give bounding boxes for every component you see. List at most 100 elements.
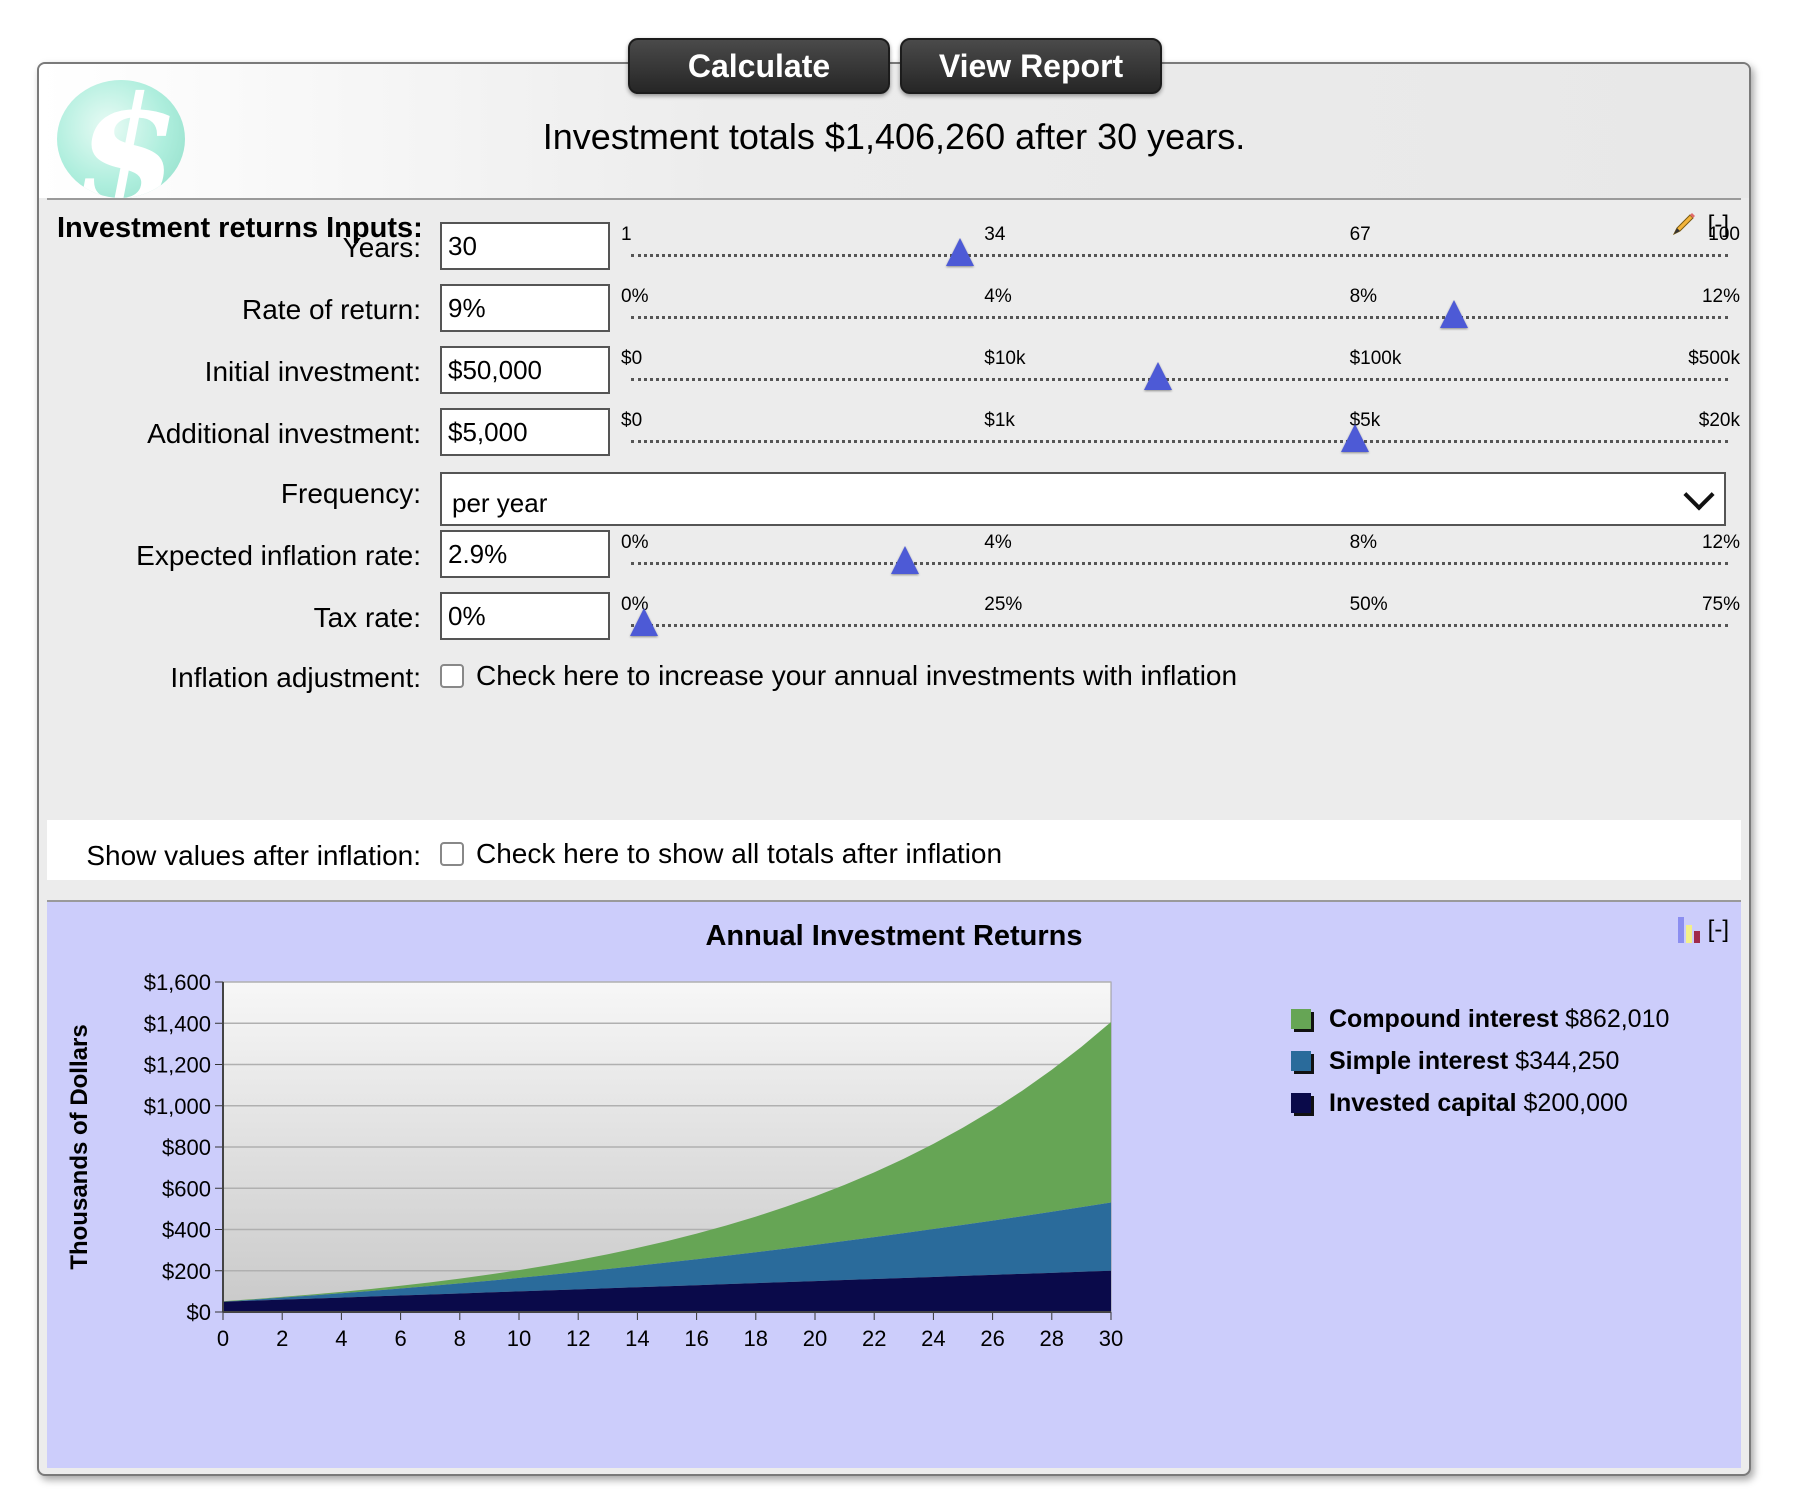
legend-swatch: [1291, 1051, 1311, 1071]
x-tick-label: 28: [1040, 1326, 1064, 1351]
series-simple-interest: [223, 1202, 1111, 1302]
slider-tick-label: 8%: [1349, 286, 1378, 307]
legend-name: Compound interest: [1329, 1004, 1559, 1033]
inflation-adjustment-text: Check here to increase your annual inves…: [476, 660, 1238, 691]
slider-tick-label: 25%: [984, 594, 1023, 615]
x-tick-label: 18: [744, 1326, 768, 1351]
header: $ Investment totals $1,406,260 after 30 …: [39, 64, 1749, 198]
slider-tick-label: 75%: [1701, 594, 1740, 615]
series-compound-interest: [223, 1021, 1111, 1302]
inputs-collapse-toggle[interactable]: [-]: [1707, 211, 1729, 238]
chart-legend: Compound interest $862,010 Simple intere…: [1291, 1004, 1669, 1130]
x-tick-label: 26: [980, 1326, 1004, 1351]
chart-collapse-toggle[interactable]: [-]: [1707, 916, 1729, 943]
y-tick-label: $600: [162, 1176, 211, 1201]
tax-rate-label: Tax rate:: [313, 602, 421, 633]
slider-tick-label: $100k: [1349, 348, 1402, 369]
x-tick-label: 12: [566, 1326, 590, 1351]
legend-name: Invested capital: [1329, 1088, 1517, 1117]
rate-input[interactable]: [440, 284, 610, 332]
slider-thumb[interactable]: [1439, 300, 1468, 328]
frequency-value: per year: [452, 488, 548, 518]
legend-value: $200,000: [1523, 1088, 1628, 1117]
rate-label: Rate of return:: [242, 294, 421, 325]
divider: [47, 900, 1741, 902]
inflation-rate-input[interactable]: [440, 530, 610, 578]
additional-investment-input[interactable]: [440, 408, 610, 456]
area-chart: $0 $200 $400 $600 $800 $1,000 $1,200 $1,400 $1,6…: [66, 970, 1123, 1351]
calculator-panel: $ Investment totals $1,406,260 after 30 …: [37, 62, 1751, 1476]
chart-panel: Annual Investment Returns [-] $0 $200 $400…: [47, 902, 1741, 1468]
view-report-button[interactable]: View Report: [900, 38, 1162, 94]
slider-thumb[interactable]: [1341, 424, 1370, 452]
slider-tick-label: 4%: [984, 286, 1012, 307]
frequency-label: Frequency:: [280, 478, 421, 509]
y-tick-label: $1,200: [144, 1053, 211, 1078]
slider-tick-label: 0%: [621, 532, 649, 553]
legend-name: Simple interest: [1329, 1046, 1509, 1075]
y-tick-label: $800: [162, 1135, 211, 1160]
show-after-inflation-label: Show values after inflation:: [86, 840, 421, 871]
show-after-inflation-row: Check here to show all totals after infl…: [440, 838, 1002, 870]
initial-investment-input[interactable]: [440, 346, 610, 394]
slider-tick-label: 0%: [621, 286, 649, 307]
x-tick-label: 22: [862, 1326, 886, 1351]
y-tick-label: $0: [187, 1300, 211, 1325]
x-tick-label: 16: [684, 1326, 708, 1351]
frequency-select[interactable]: per year: [440, 472, 1726, 526]
inflation-adjustment-checkbox[interactable]: [440, 664, 464, 688]
tax-rate-input[interactable]: [440, 592, 610, 640]
y-tick-label: $200: [162, 1259, 211, 1284]
inflation-rate-label: Expected inflation rate:: [136, 540, 421, 571]
slider-tick-label: $0: [621, 348, 643, 369]
inputs-tools: [-]: [1668, 210, 1729, 240]
x-tick-label: 20: [803, 1326, 827, 1351]
chart-tools: [-]: [1677, 916, 1729, 944]
y-axis-label: Thousands of Dollars: [66, 1024, 93, 1269]
slider-tick-label: 1: [621, 224, 632, 245]
slider-tick-label: $500k: [1688, 348, 1740, 369]
slider-thumb[interactable]: [946, 238, 975, 266]
initial-investment-slider[interactable]: $0 $10k $100k $500k: [621, 348, 1740, 398]
slider-tick-label: $1k: [984, 410, 1015, 431]
divider: [47, 198, 1741, 200]
slider-tick-label: 67: [1349, 224, 1371, 245]
years-slider[interactable]: 1 34 67 100: [621, 224, 1740, 274]
slider-tick-label: 4%: [984, 532, 1012, 553]
inflation-adjustment-label: Inflation adjustment:: [170, 662, 421, 693]
slider-tick-label: 34: [984, 224, 1006, 245]
inflation-rate-slider[interactable]: 0% 4% 8% 12%: [621, 532, 1740, 582]
y-tick-label: $1,000: [144, 1094, 211, 1119]
years-input[interactable]: [440, 222, 610, 270]
slider-thumb[interactable]: [630, 608, 659, 636]
additional-investment-slider[interactable]: $0 $1k $5k $20k: [621, 410, 1740, 460]
investment-summary: Investment totals $1,406,260 after 30 ye…: [542, 116, 1246, 157]
chart-type-icon[interactable]: [1677, 917, 1700, 943]
x-tick-label: 24: [921, 1326, 945, 1351]
slider-tick-label: 50%: [1349, 594, 1388, 615]
legend-simple-interest: Simple interest $344,250: [1291, 1046, 1669, 1076]
legend-invested-capital: Invested capital $200,000: [1291, 1088, 1669, 1118]
years-label: Years:: [342, 232, 421, 263]
additional-investment-label: Additional investment:: [147, 418, 421, 449]
show-after-inflation-checkbox[interactable]: [440, 842, 464, 866]
slider-tick-label: 100: [1708, 224, 1740, 245]
x-tick-label: 30: [1099, 1326, 1123, 1351]
calculate-button[interactable]: Calculate: [628, 38, 890, 94]
x-tick-label: 10: [507, 1326, 531, 1351]
slider-thumb[interactable]: [891, 546, 920, 574]
slider-thumb[interactable]: [1143, 362, 1172, 390]
y-tick-label: $1,400: [144, 1011, 211, 1036]
rate-slider[interactable]: 0% 4% 8% 12%: [621, 286, 1740, 336]
pencil-icon[interactable]: [1668, 210, 1698, 240]
legend-value: $344,250: [1515, 1046, 1620, 1075]
slider-tick-label: 8%: [1349, 532, 1378, 553]
x-tick-label: 2: [276, 1326, 288, 1351]
legend-swatch: [1291, 1009, 1311, 1029]
tax-rate-slider[interactable]: 0% 25% 50% 75%: [621, 594, 1740, 644]
inflation-adjustment-row: Check here to increase your annual inves…: [440, 660, 1237, 692]
legend-compound-interest: Compound interest $862,010: [1291, 1004, 1669, 1034]
y-tick-label: $400: [162, 1218, 211, 1243]
legend-swatch: [1291, 1093, 1311, 1113]
dollar-logo-icon: $: [57, 80, 185, 198]
